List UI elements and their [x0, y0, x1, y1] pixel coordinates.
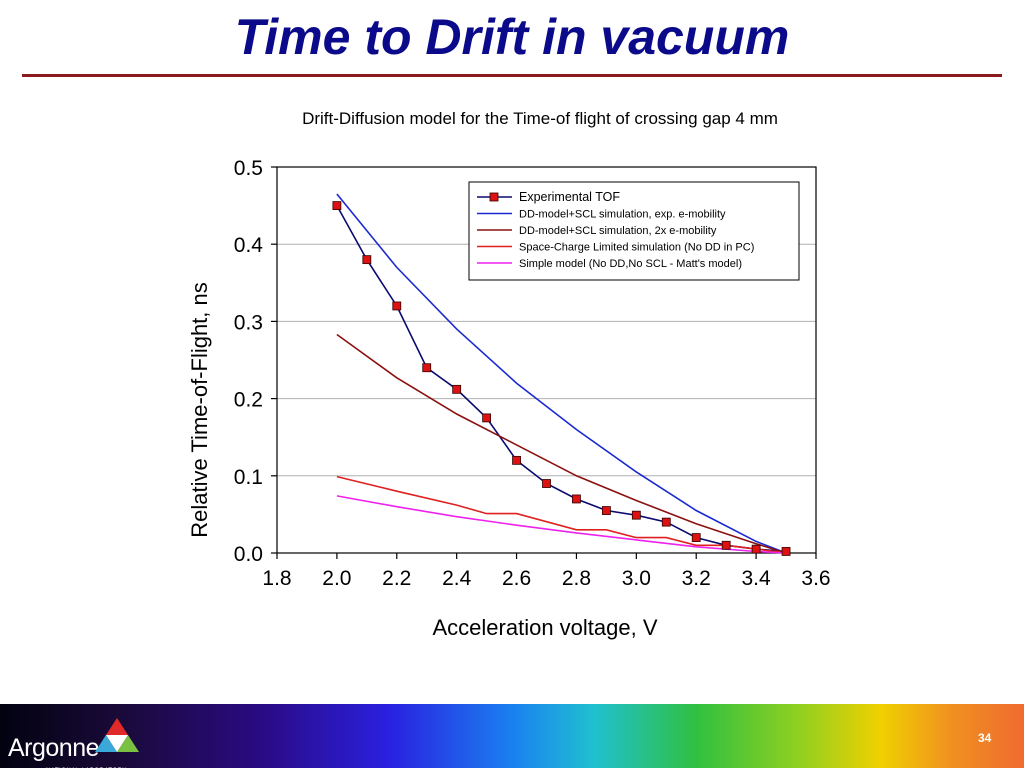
series-line-4: [336, 495, 787, 554]
x-tick-label-8: 3.4: [742, 567, 772, 590]
series-lines: [336, 193, 787, 554]
legend-label-4: Simple model (No DD,No SCL - Matt's mode…: [519, 258, 742, 270]
data-point-8: [572, 494, 581, 504]
x-tick-label-0: 1.8: [262, 567, 291, 590]
legend-marker-0: [489, 192, 499, 202]
y-tick-label-1: 0.1: [234, 466, 263, 489]
data-point-1: [362, 255, 372, 265]
title-divider: [22, 74, 1002, 77]
logo-text: Argonne: [8, 734, 100, 762]
data-point-14: [751, 544, 761, 554]
data-point-15: [781, 547, 791, 556]
argonne-logo: Argonne NATIONAL LABORATORY: [8, 718, 139, 774]
data-point-3: [422, 363, 432, 373]
x-axis-ticks: 1.8 2.0 2.2 2.4 2.6 2.8 3.0 3.2 3.4 3.6: [262, 553, 831, 590]
x-tick-label-5: 2.8: [562, 567, 591, 590]
x-tick-label-7: 3.2: [682, 567, 711, 590]
x-tick-label-3: 2.4: [442, 567, 472, 590]
series-line-1: [336, 193, 787, 554]
data-point-9: [601, 506, 611, 515]
y-tick-label-4: 0.4: [234, 234, 264, 257]
data-point-11: [661, 517, 671, 527]
legend-label-3: Space-Charge Limited simulation (No DD i…: [519, 242, 754, 254]
x-axis-label: Acceleration voltage, V: [432, 615, 657, 640]
legend-label-0: Experimental TOF: [519, 190, 620, 204]
y-axis-label: Relative Time-of-Flight, ns: [187, 282, 212, 538]
y-tick-label-5: 0.5: [234, 157, 263, 180]
data-point-12: [691, 533, 701, 542]
logo-subtext: NATIONAL LABORATORY: [46, 768, 127, 774]
data-point-5: [482, 413, 492, 423]
data-point-7: [542, 479, 551, 488]
y-axis-ticks: 0.0 0.1 0.2 0.3 0.4 0.5: [234, 157, 277, 566]
x-tick-label-1: 2.0: [322, 567, 351, 590]
legend-label-2: DD-model+SCL simulation, 2x e-mobility: [519, 225, 717, 237]
series-line-3: [336, 475, 787, 554]
chart-title: Drift-Diffusion model for the Time-of fl…: [302, 109, 778, 128]
legend-label-1: DD-model+SCL simulation, exp. e-mobility: [519, 209, 726, 221]
legend-box: [468, 181, 800, 281]
x-tick-label-6: 3.0: [622, 567, 651, 590]
y-tick-label-0: 0.0: [234, 543, 263, 566]
data-point-10: [631, 510, 641, 520]
slide-title: Time to Drift in vacuum: [234, 9, 790, 65]
x-tick-label-2: 2.2: [382, 567, 411, 590]
argonne-triangle-icon: [95, 718, 139, 752]
x-tick-label-9: 3.6: [801, 567, 830, 590]
y-tick-label-3: 0.3: [234, 311, 263, 334]
data-point-4: [452, 384, 462, 394]
plot-frame: [276, 166, 817, 554]
x-tick-label-4: 2.6: [502, 567, 531, 590]
page-number: 34: [978, 731, 992, 745]
tof-chart: Drift-Diffusion model for the Time-of fl…: [187, 109, 831, 640]
series-line-2: [336, 333, 787, 554]
series-line-0: [336, 205, 787, 553]
data-point-0: [332, 201, 342, 210]
data-point-6: [512, 455, 521, 465]
data-point-2: [392, 301, 402, 311]
y-tick-label-2: 0.2: [234, 389, 263, 412]
experimental-markers: [332, 201, 791, 556]
chart-legend: Experimental TOF DD-model+SCL simulation,…: [468, 181, 800, 281]
data-point-13: [721, 540, 731, 550]
footer-bar: Argonne NATIONAL LABORATORY 34: [0, 704, 1024, 774]
